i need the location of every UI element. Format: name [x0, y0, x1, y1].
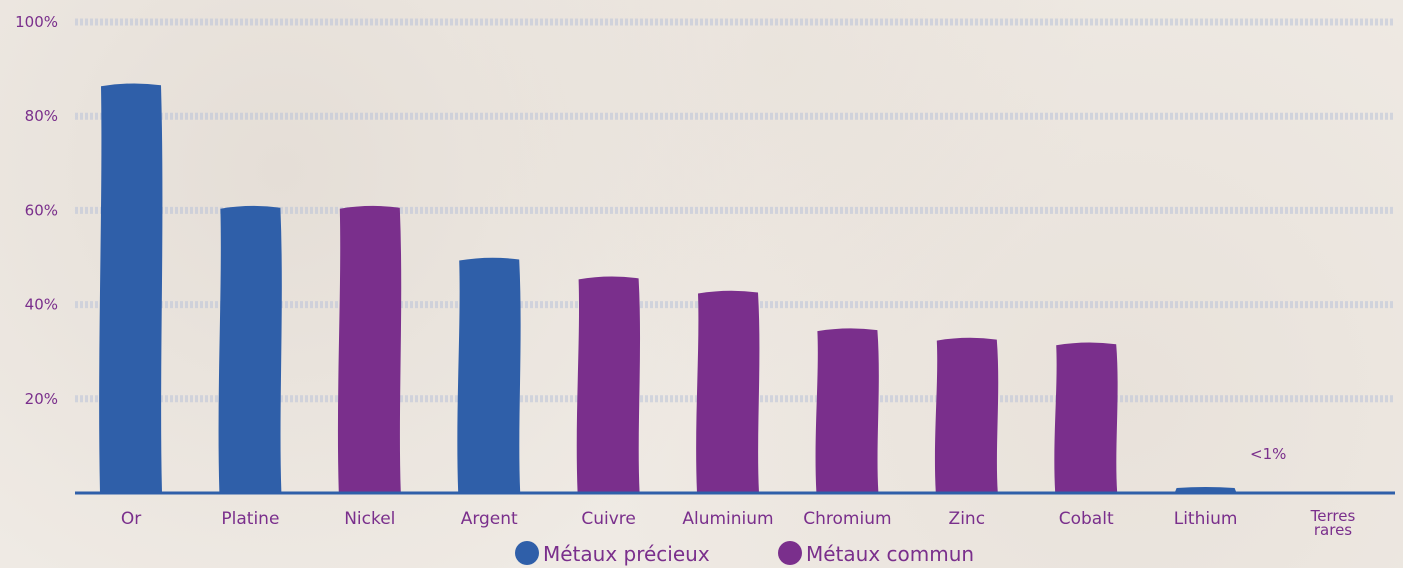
bar-nickel — [337, 205, 402, 493]
legend-label-precieux: Métaux précieux — [543, 542, 710, 566]
bar-chromium — [815, 328, 879, 493]
y-tick-label: 60% — [25, 201, 58, 219]
legend: Métaux précieux Métaux commun — [515, 541, 974, 566]
x-tick-label: Aluminium — [682, 509, 773, 529]
x-tick-label: Chromium — [803, 509, 891, 529]
y-tick-label: 100% — [15, 13, 58, 31]
x-tick-label: Argent — [461, 509, 518, 529]
bar-zinc — [934, 337, 999, 493]
lithium-annotation: <1% — [1250, 445, 1286, 463]
x-tick-label: Zinc — [949, 509, 986, 529]
x-tick-label: Or — [121, 509, 141, 529]
legend-label-commun: Métaux commun — [806, 542, 974, 566]
x-tick-label: Terres rares — [1310, 507, 1356, 539]
bars — [99, 83, 1237, 494]
bar-platine — [218, 205, 282, 493]
y-tick-label: 80% — [25, 107, 58, 125]
y-tick-label: 40% — [25, 296, 58, 314]
x-tick-label: Cobalt — [1059, 509, 1114, 529]
legend-swatch-commun — [778, 541, 802, 565]
legend-swatch-precieux — [515, 541, 539, 565]
bar-argent — [457, 257, 521, 493]
y-axis: 20% 40% 60% 80% 100% — [15, 13, 58, 408]
bar-or — [99, 83, 163, 494]
x-tick-label: Nickel — [344, 509, 395, 529]
x-axis: Or Platine Nickel Argent Cuivre Aluminium Chro… — [121, 507, 1356, 539]
bar-cuivre — [576, 276, 641, 493]
x-tick-label: Lithium — [1174, 509, 1238, 529]
bar-aluminium — [696, 290, 760, 493]
bar-cobalt — [1054, 342, 1118, 493]
x-tick-label: Cuivre — [581, 509, 636, 529]
y-tick-label: 20% — [25, 390, 58, 408]
x-tick-label: Platine — [221, 509, 279, 529]
